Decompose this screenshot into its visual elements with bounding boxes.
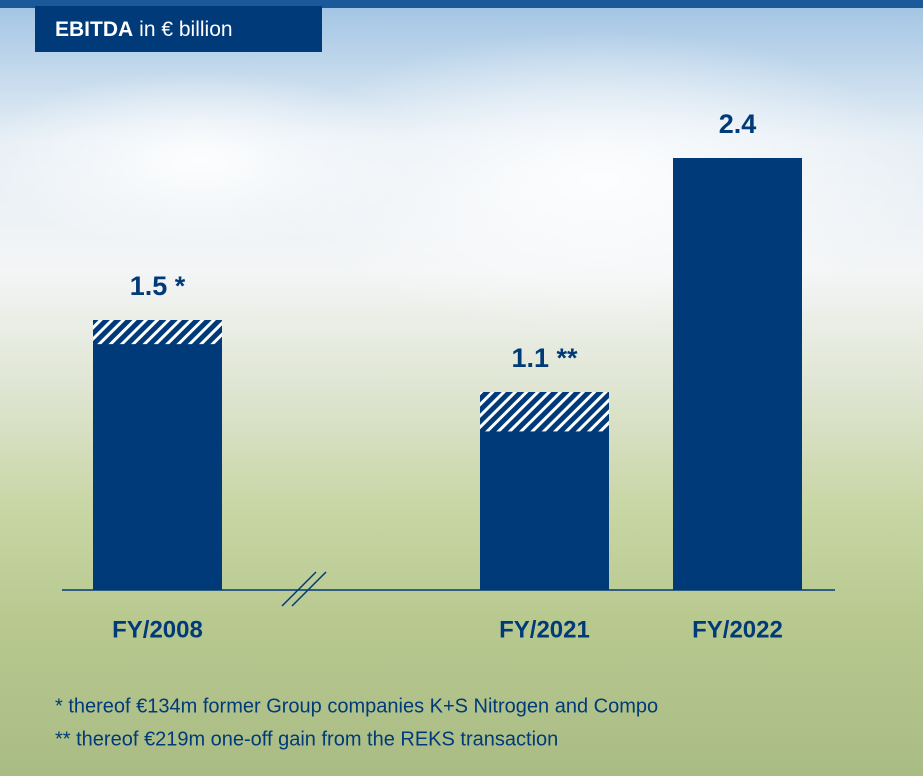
x-tick-label: FY/2021	[499, 616, 590, 643]
title-box	[35, 6, 322, 52]
bar	[673, 158, 802, 590]
bar	[93, 320, 222, 590]
x-tick-label: FY/2022	[692, 616, 783, 643]
plot: 1.5 * FY/2008 1.1 ** FY/2021 2.4 FY/2022	[93, 109, 802, 643]
data-label: 1.1 **	[511, 343, 578, 373]
title-unit: in € billion	[139, 18, 232, 41]
axis-break	[291, 571, 327, 607]
hatched-portion	[480, 392, 609, 432]
axis-break	[281, 571, 317, 607]
title-bold: EBITDA	[55, 18, 133, 41]
x-tick-label: FY/2008	[112, 616, 203, 643]
cloud	[0, 70, 420, 250]
top-strip	[0, 0, 923, 8]
footnote: * thereof €134m former Group companies K…	[55, 695, 658, 717]
footnote: ** thereof €219m one-off gain from the R…	[55, 728, 558, 750]
hatched-portion	[93, 320, 222, 345]
data-label: 1.5 *	[130, 271, 186, 301]
data-label: 2.4	[719, 109, 757, 139]
chart-title: EBITDA in € billion	[55, 18, 233, 41]
